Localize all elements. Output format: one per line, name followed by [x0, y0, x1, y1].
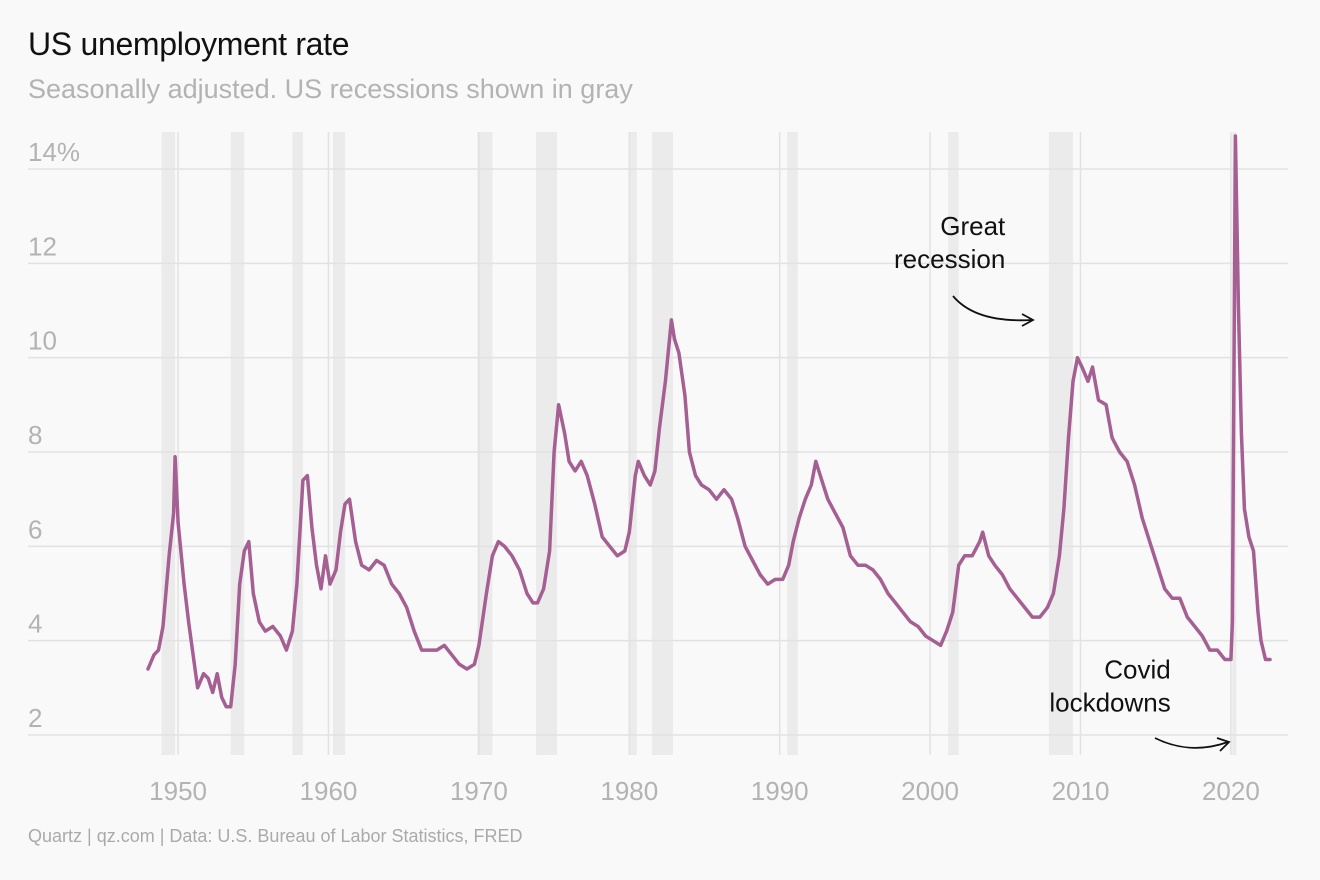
recession-band [651, 132, 673, 755]
y-tick-label: 10 [28, 326, 57, 356]
annotation-arrows [952, 295, 1231, 752]
arrowhead-great-recession [1021, 313, 1035, 327]
recession-band [629, 132, 637, 755]
annotation-line: recession [894, 244, 1005, 274]
x-tick-label: 2010 [1052, 776, 1110, 806]
y-tick-label: 6 [28, 514, 42, 544]
x-tick-label: 1950 [149, 776, 207, 806]
recession-band [787, 132, 798, 755]
annotation-line: Great [940, 211, 1006, 241]
chart-title: US unemployment rate [28, 26, 350, 62]
recession-band [161, 132, 176, 755]
y-tick-label: 8 [28, 420, 42, 450]
y-tick-label: 4 [28, 609, 42, 639]
x-tick-label: 1970 [450, 776, 508, 806]
data-series [146, 134, 1272, 709]
recession-band [292, 132, 303, 755]
annotation-line: lockdowns [1049, 687, 1170, 717]
y-tick-label: 14% [28, 137, 80, 167]
arrow-great-recession [952, 295, 1033, 322]
x-tick-label: 2020 [1202, 776, 1260, 806]
y-tick-labels: 2 4 6 8 10 12 14% [28, 137, 80, 733]
annotations: Great recession Covid lockdowns [894, 211, 1231, 752]
source-note: Quartz | qz.com | Data: U.S. Bureau of L… [28, 826, 523, 846]
x-tick-label: 1980 [600, 776, 658, 806]
unemployment-line [146, 134, 1272, 709]
arrow-covid [1154, 737, 1229, 749]
annotation-line: Covid [1104, 654, 1170, 684]
recession-band [332, 132, 346, 755]
recession-bands [161, 132, 1237, 755]
chart-subtitle: Seasonally adjusted. US recessions shown… [28, 74, 633, 104]
y-tick-label: 12 [28, 231, 57, 261]
recession-band [230, 132, 245, 755]
y-tick-label: 2 [28, 703, 42, 733]
recession-band [948, 132, 959, 755]
recession-band [536, 132, 558, 755]
x-tick-label: 2000 [901, 776, 959, 806]
x-tick-label: 1960 [300, 776, 358, 806]
arrowhead-covid [1216, 737, 1231, 752]
x-tick-labels: 1950 1960 1970 1980 1990 2000 2010 2020 [149, 776, 1260, 806]
x-tick-label: 1990 [751, 776, 809, 806]
annotation-covid: Covid lockdowns [1049, 654, 1170, 717]
recession-band [477, 132, 493, 755]
annotation-great-recession: Great recession [894, 211, 1006, 274]
